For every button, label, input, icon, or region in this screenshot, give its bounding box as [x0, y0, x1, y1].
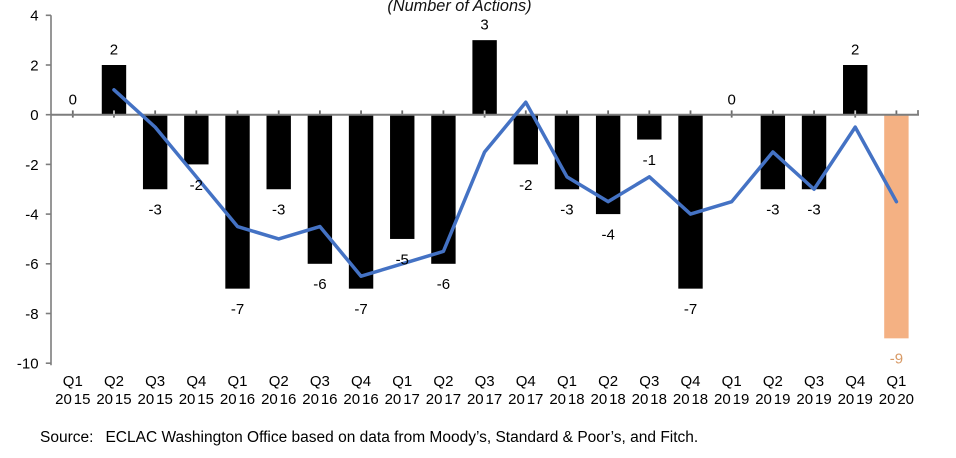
svg-text:-9: -9 — [890, 351, 903, 368]
svg-text:-2: -2 — [25, 157, 38, 174]
svg-text:-4: -4 — [25, 206, 38, 223]
svg-text:Q3: Q3 — [475, 373, 495, 390]
svg-text:-2: -2 — [190, 177, 203, 194]
svg-text:-2: -2 — [519, 177, 532, 194]
svg-text:0: 0 — [30, 107, 38, 124]
svg-text:Q1: Q1 — [392, 373, 412, 390]
svg-text:Q3: Q3 — [804, 373, 824, 390]
svg-text:-7: -7 — [354, 301, 367, 318]
svg-text:Q2: Q2 — [104, 373, 124, 390]
svg-text:Source: ECLAC Washington Offi: Source: ECLAC Washington Office based on… — [40, 429, 698, 446]
svg-text:3: 3 — [480, 17, 488, 34]
svg-text:Q2: Q2 — [269, 373, 289, 390]
svg-text:Q1: Q1 — [228, 373, 248, 390]
svg-text:2: 2 — [110, 41, 118, 58]
svg-text:-3: -3 — [272, 202, 285, 219]
svg-text:-6: -6 — [25, 256, 38, 273]
svg-text:-7: -7 — [231, 301, 244, 318]
svg-text:Q2: Q2 — [763, 373, 783, 390]
svg-text:2: 2 — [30, 57, 38, 74]
svg-text:-6: -6 — [313, 276, 326, 293]
svg-text:-6: -6 — [437, 276, 450, 293]
svg-text:-3: -3 — [807, 202, 820, 219]
svg-text:Q4: Q4 — [845, 373, 865, 390]
svg-text:2: 2 — [851, 41, 859, 58]
svg-text:(Number of Actions): (Number of Actions) — [387, 0, 531, 15]
svg-text:-7: -7 — [684, 301, 697, 318]
svg-text:-3: -3 — [766, 202, 779, 219]
svg-text:Q4: Q4 — [680, 373, 700, 390]
svg-text:-3: -3 — [148, 202, 161, 219]
svg-text:Q1: Q1 — [722, 373, 742, 390]
svg-text:Q1: Q1 — [557, 373, 577, 390]
svg-text:Q3: Q3 — [310, 373, 330, 390]
svg-text:4: 4 — [30, 8, 38, 25]
svg-text:Q2: Q2 — [598, 373, 618, 390]
svg-text:Q3: Q3 — [145, 373, 165, 390]
svg-text:-10: -10 — [17, 356, 39, 373]
svg-text:-5: -5 — [396, 251, 409, 268]
svg-text:Q1: Q1 — [63, 373, 83, 390]
svg-text:-1: -1 — [643, 152, 656, 169]
svg-text:Q4: Q4 — [516, 373, 536, 390]
svg-text:Q1: Q1 — [886, 373, 906, 390]
svg-text:-8: -8 — [25, 306, 38, 323]
svg-text:Q2: Q2 — [433, 373, 453, 390]
svg-text:0: 0 — [728, 92, 736, 109]
svg-text:Q3: Q3 — [639, 373, 659, 390]
svg-text:0: 0 — [69, 92, 77, 109]
svg-text:-3: -3 — [560, 202, 573, 219]
svg-text:Q4: Q4 — [351, 373, 371, 390]
svg-text:Q4: Q4 — [186, 373, 206, 390]
svg-text:-4: -4 — [601, 226, 614, 243]
